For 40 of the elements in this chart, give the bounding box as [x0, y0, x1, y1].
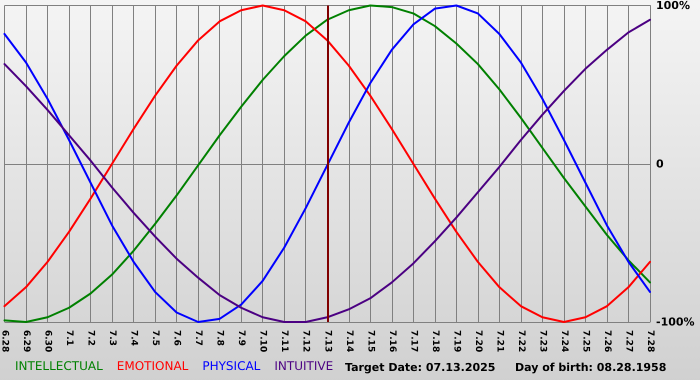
- text: Day of birth: 08.28.1958: [515, 361, 666, 374]
- text: EMOTIONAL: [116, 359, 189, 373]
- x-tick-label: 6.28: [0, 330, 10, 352]
- x-tick-label: 7.1: [64, 330, 74, 346]
- x-tick-label: 7.10: [258, 330, 268, 352]
- x-tick-label: 7.4: [128, 330, 139, 346]
- x-tick-label: 7.13: [322, 330, 332, 352]
- x-tick-label: 7.11: [279, 330, 290, 352]
- x-tick-label: 7.19: [451, 330, 462, 352]
- x-tick-label: 7.24: [558, 330, 569, 352]
- y-tick-label: -100%: [656, 316, 695, 328]
- x-tick-label: 7.2: [86, 330, 96, 346]
- text: INTUITIVE: [274, 359, 334, 373]
- x-tick-label: 7.7: [193, 330, 204, 346]
- x-tick-label: 7.9: [236, 330, 246, 346]
- x-tick-label: 7.3: [107, 330, 118, 346]
- y-tick-label: 100%: [656, 0, 690, 12]
- text: PHYSICAL: [202, 359, 261, 373]
- x-tick-label: 7.27: [623, 330, 634, 352]
- x-tick-label: 7.17: [408, 330, 418, 352]
- x-tick-label: 7.20: [472, 330, 483, 352]
- x-tick-label: 7.16: [386, 330, 397, 352]
- x-tick-label: 7.15: [365, 330, 376, 352]
- x-tick-label: 7.26: [602, 330, 612, 352]
- x-tick-label: 7.18: [430, 330, 440, 352]
- x-tick-label: 6.29: [21, 330, 32, 352]
- x-tick-label: 7.5: [150, 330, 160, 346]
- x-tick-label: 7.8: [214, 330, 225, 346]
- x-tick-label: 7.21: [494, 330, 504, 352]
- x-tick-label: 7.28: [645, 330, 655, 352]
- x-tick-label: 7.22: [516, 330, 526, 352]
- x-tick-label: 6.30: [42, 330, 53, 352]
- x-tick-label: 7.25: [580, 330, 590, 352]
- text: Target Date: 07.13.2025: [345, 361, 496, 374]
- x-tick-label: 7.23: [537, 330, 548, 352]
- text: INTELLECTUAL: [15, 359, 104, 373]
- x-tick-label: 7.6: [172, 330, 182, 346]
- x-tick-label: 7.14: [344, 330, 354, 352]
- x-tick-label: 7.12: [300, 330, 311, 352]
- y-tick-label: 0: [656, 157, 664, 170]
